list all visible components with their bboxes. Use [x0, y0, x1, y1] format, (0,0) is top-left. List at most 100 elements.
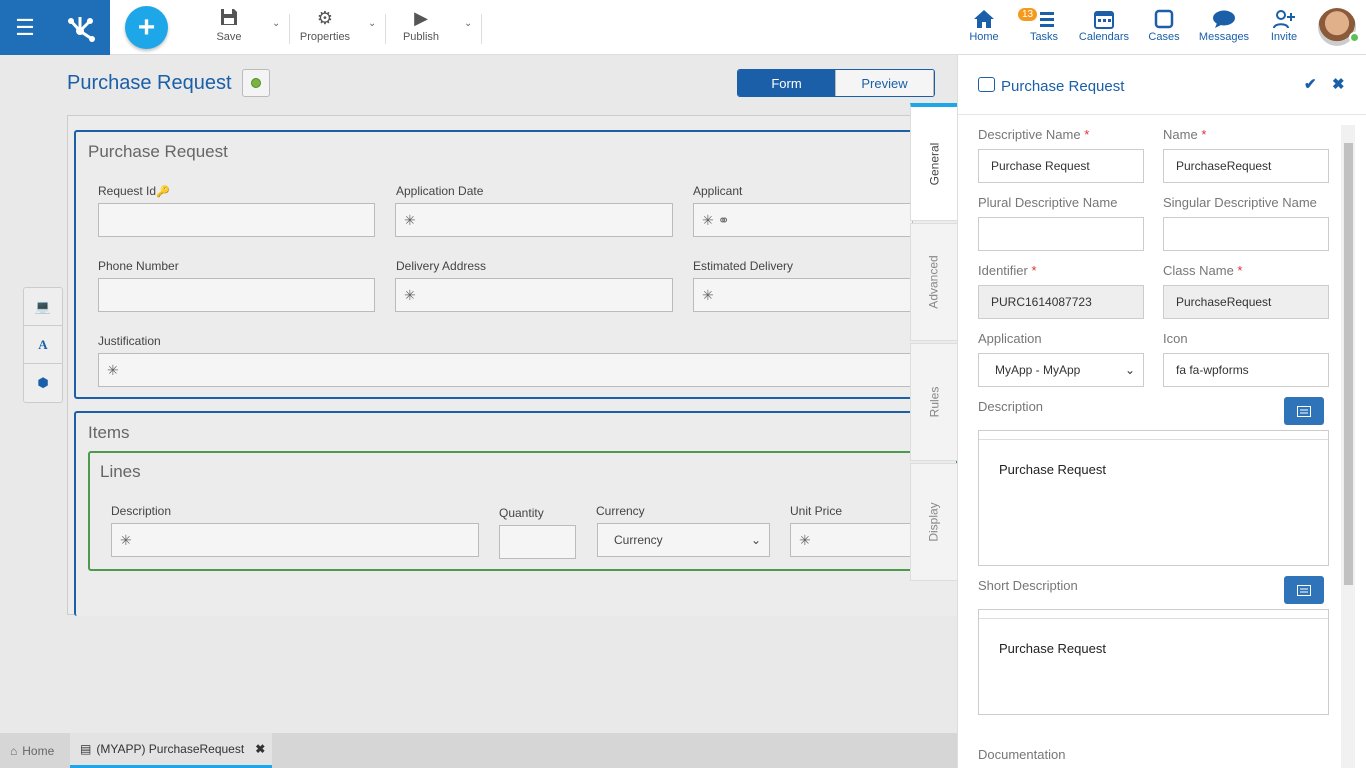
save-label: Save — [216, 31, 242, 43]
divider — [481, 14, 482, 44]
cases-icon — [1154, 8, 1174, 30]
applicant-field[interactable]: ✳ ⚭ — [693, 203, 913, 237]
tab-rules-label: Rules — [927, 386, 941, 418]
tab-rules[interactable]: Rules — [910, 343, 958, 461]
documentation-label: Documentation — [978, 747, 1066, 762]
nav-tasks[interactable]: Tasks — [1028, 8, 1060, 43]
short-description-text: Purchase Request — [999, 641, 1106, 656]
nav-cases-label: Cases — [1148, 31, 1180, 43]
hamburger-menu-icon[interactable]: ☰ — [0, 0, 50, 55]
unit-price-field[interactable]: ✳ — [790, 523, 920, 557]
gear-icon: ⚙ — [316, 8, 334, 28]
bottom-tab-purchaserequest[interactable]: ▤ (MYAPP) PurchaseRequest ✖ — [70, 733, 272, 768]
editor-toolbar — [979, 610, 1328, 619]
delivery-address-field[interactable]: ✳ — [395, 278, 673, 312]
properties-dropdown-chevron-icon[interactable]: ⌄ — [368, 18, 377, 29]
asterisk-icon: ✳ — [404, 211, 416, 228]
phone-number-label: Phone Number — [98, 259, 179, 273]
items-section[interactable]: Items Lines Description ✳ Quantity Curre… — [74, 411, 964, 616]
application-select[interactable]: MyApp - MyApp ⌄ — [978, 353, 1144, 387]
app-logo-icon[interactable] — [50, 0, 110, 55]
save-dropdown-chevron-icon[interactable]: ⌄ — [272, 18, 281, 29]
save-button[interactable]: Save — [213, 8, 245, 48]
tab-general[interactable]: General — [910, 103, 958, 221]
open-editor-button[interactable] — [1284, 397, 1324, 425]
bottom-tab-home-label: Home — [22, 743, 55, 758]
estimated-delivery-field[interactable]: ✳ — [693, 278, 913, 312]
panel-scrollbar[interactable] — [1341, 125, 1355, 768]
bottom-tab-bar: ⌂ Home ▤ (MYAPP) PurchaseRequest ✖ — [0, 733, 957, 768]
asterisk-icon: ✳ — [120, 531, 132, 548]
singular-descriptive-name-input[interactable] — [1163, 217, 1329, 251]
section-title: Items — [88, 423, 130, 442]
close-icon[interactable]: ✖ — [1332, 76, 1345, 93]
confirm-check-icon[interactable]: ✔ — [1304, 76, 1317, 93]
open-editor-button[interactable] — [1284, 576, 1324, 604]
name-label: Name * — [1163, 127, 1207, 142]
laptop-icon[interactable]: 💻 — [24, 288, 62, 326]
text-font-icon[interactable]: A — [24, 326, 62, 364]
descriptive-name-input[interactable]: Purchase Request — [978, 149, 1144, 183]
bottom-tab-home[interactable]: ⌂ Home — [10, 733, 54, 768]
bottom-tab-active-label: (MYAPP) PurchaseRequest — [96, 742, 245, 756]
icon-input[interactable]: fa fa-wpforms — [1163, 353, 1329, 387]
properties-label: Properties — [299, 31, 351, 43]
home-icon: ⌂ — [10, 743, 18, 758]
add-new-button[interactable]: + — [125, 6, 168, 49]
publish-button[interactable]: ▶ Publish — [400, 8, 442, 48]
applicant-label: Applicant — [693, 184, 743, 198]
save-icon — [220, 8, 238, 30]
tab-preview[interactable]: Preview — [836, 70, 934, 96]
status-indicator[interactable] — [242, 69, 270, 97]
quantity-field[interactable] — [499, 525, 576, 559]
tab-advanced[interactable]: Advanced — [910, 223, 958, 341]
description-text: Purchase Request — [999, 462, 1106, 477]
editor-toolbar — [979, 431, 1328, 440]
descriptive-name-label: Descriptive Name * — [978, 127, 1090, 142]
nav-calendars-label: Calendars — [1078, 31, 1130, 43]
identifier-label: Identifier * — [978, 263, 1037, 278]
properties-button[interactable]: ⚙ Properties — [297, 8, 353, 48]
tasks-count-badge: 13 — [1018, 8, 1038, 21]
asterisk-icon: ✳ — [702, 286, 714, 303]
tab-advanced-label: Advanced — [927, 255, 941, 309]
top-toolbar: ☰ + Save ⌄ ⚙ Properties ⌄ ▶ Publish ⌄ Ho… — [0, 0, 1366, 55]
request-id-field[interactable] — [98, 203, 375, 237]
editor-icon — [1297, 405, 1311, 417]
scrollbar-thumb[interactable] — [1344, 143, 1353, 585]
form-icon: ▤ — [80, 742, 92, 756]
form-icon — [978, 77, 995, 92]
key-icon: 🔑 — [156, 186, 170, 198]
quantity-label: Quantity — [499, 506, 544, 520]
application-date-field[interactable]: ✳ — [395, 203, 673, 237]
currency-select[interactable]: Currency ⌄ — [597, 523, 770, 557]
tab-form[interactable]: Form — [738, 70, 836, 96]
justification-field[interactable]: ✳ — [98, 353, 918, 387]
publish-label: Publish — [402, 31, 440, 43]
name-input[interactable]: PurchaseRequest — [1163, 149, 1329, 183]
nav-home[interactable]: Home — [968, 8, 1000, 43]
nav-cases[interactable]: Cases — [1147, 8, 1181, 43]
description-field[interactable]: ✳ — [111, 523, 479, 557]
description-label: Description — [111, 504, 172, 518]
chat-bubble-icon — [1212, 8, 1236, 30]
request-id-label: Request Id🔑 — [98, 184, 170, 198]
singular-descriptive-name-label: Singular Descriptive Name — [1163, 195, 1317, 210]
tab-display[interactable]: Display — [910, 463, 958, 581]
purchase-request-section[interactable]: Purchase Request Request Id🔑 Application… — [74, 130, 964, 399]
short-description-editor[interactable]: Purchase Request — [978, 609, 1329, 715]
phone-number-field[interactable] — [98, 278, 375, 312]
lines-grid[interactable]: Lines Description ✳ Quantity Currency Cu… — [88, 451, 958, 571]
close-icon[interactable]: ✖ — [255, 742, 266, 756]
application-label: Application — [978, 331, 1042, 346]
nav-invite[interactable]: Invite — [1268, 8, 1300, 43]
home-icon — [973, 8, 995, 30]
nav-messages[interactable]: Messages — [1198, 8, 1250, 43]
publish-dropdown-chevron-icon[interactable]: ⌄ — [464, 18, 473, 29]
description-editor[interactable]: Purchase Request — [978, 430, 1329, 566]
class-name-label: Class Name * — [1163, 263, 1243, 278]
plural-descriptive-name-input[interactable] — [978, 217, 1144, 251]
nav-calendars[interactable]: Calendars — [1078, 8, 1130, 43]
cube-icon[interactable]: ⬢ — [37, 375, 49, 390]
delivery-address-label: Delivery Address — [396, 259, 487, 273]
